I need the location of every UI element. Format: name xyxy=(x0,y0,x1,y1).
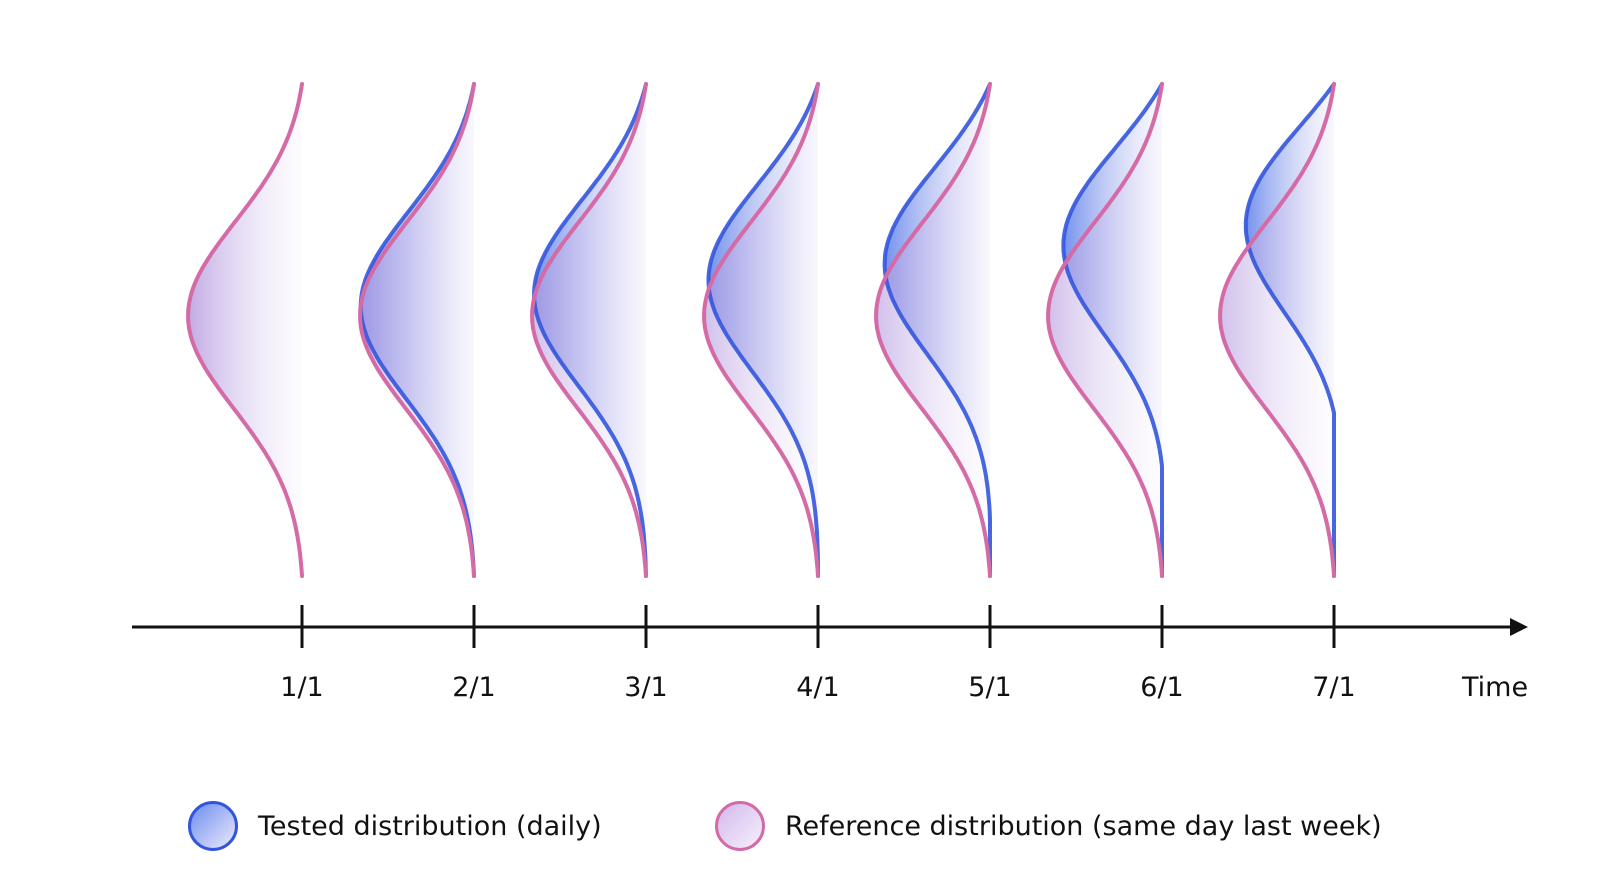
reference-distribution-fill xyxy=(876,84,990,576)
reference-distribution-curve xyxy=(1218,82,1336,578)
tested-distribution-curve xyxy=(532,82,648,578)
time-axis xyxy=(132,605,1528,648)
legend-label-reference: Reference distribution (same day last we… xyxy=(785,810,1382,842)
tested-distribution-curve xyxy=(1061,82,1164,578)
time-axis-tick-label: 3/1 xyxy=(624,672,668,703)
tested-distribution-curve xyxy=(706,82,820,578)
tested-distribution-curve xyxy=(1243,82,1336,578)
reference-distribution-fill xyxy=(1048,84,1162,576)
distribution-pair-2 xyxy=(358,82,476,578)
time-axis-tick-label: 2/1 xyxy=(452,672,496,703)
reference-distribution-swatch-icon xyxy=(715,801,765,851)
time-axis-tick-label: 5/1 xyxy=(968,672,1012,703)
distribution-pair-1 xyxy=(186,82,304,578)
tested-distribution-curve xyxy=(358,82,476,578)
reference-distribution-curve xyxy=(1046,82,1164,578)
reference-distribution-fill xyxy=(532,84,646,576)
reference-distribution-fill xyxy=(704,84,818,576)
time-axis-tick-label: 6/1 xyxy=(1140,672,1184,703)
legend-item-reference: Reference distribution (same day last we… xyxy=(715,796,1382,856)
time-axis-title: Time xyxy=(1462,672,1529,703)
time-axis-tick-label: 4/1 xyxy=(796,672,840,703)
reference-distribution-curve xyxy=(530,82,648,578)
reference-distribution-fill xyxy=(188,84,302,576)
legend-item-tested: Tested distribution (daily) xyxy=(188,796,602,856)
reference-distribution-curve xyxy=(358,82,476,578)
legend-label-tested: Tested distribution (daily) xyxy=(258,810,602,842)
distribution-pair-7 xyxy=(1218,82,1336,578)
distribution-pair-4 xyxy=(702,82,820,578)
reference-distribution-fill xyxy=(360,84,474,576)
reference-distribution-fill xyxy=(1220,84,1334,576)
time-axis-tick-label: 1/1 xyxy=(280,672,324,703)
distribution-pair-6 xyxy=(1046,82,1164,578)
reference-distribution-curve xyxy=(874,82,992,578)
time-axis-arrowhead xyxy=(1510,618,1528,636)
time-axis-tick-label: 7/1 xyxy=(1312,672,1356,703)
distribution-pair-5 xyxy=(874,82,992,578)
reference-distribution-curve xyxy=(186,82,304,578)
tested-distribution-swatch-icon xyxy=(188,801,238,851)
tested-distribution-curve xyxy=(882,82,992,578)
reference-distribution-curve xyxy=(702,82,820,578)
distribution-pair-3 xyxy=(530,82,648,578)
distribution-curves xyxy=(186,82,1336,578)
